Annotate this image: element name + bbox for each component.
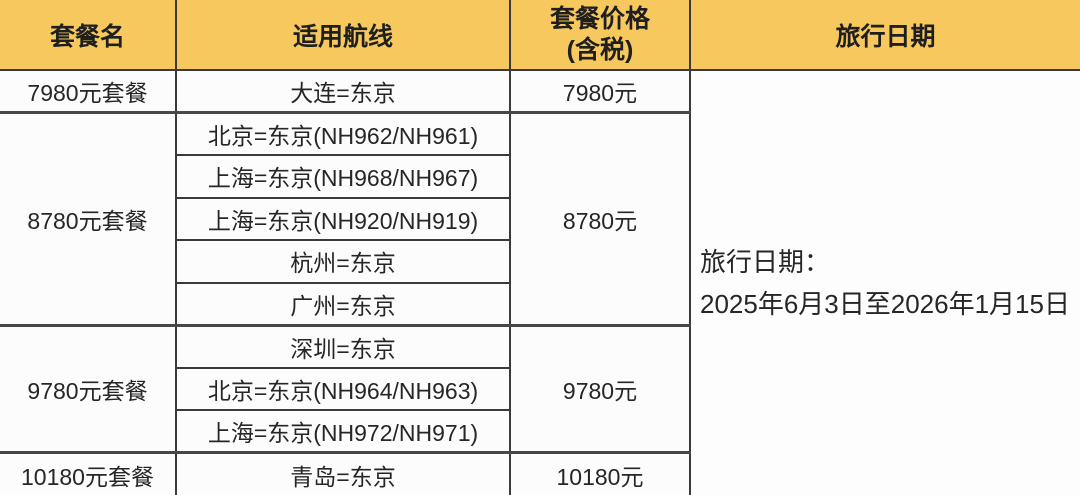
table-row: 上海=东京(NH972/NH971): [0, 409, 1080, 453]
route-cell: 青岛=东京: [176, 451, 511, 495]
route-cell: 上海=东京(NH968/NH967): [176, 154, 511, 198]
table-row: 9780元套餐 深圳=东京 9780元: [0, 323, 1080, 453]
route-cell: 北京=东京(NH964/NH963): [176, 366, 511, 410]
table-row: 北京=东京(NH964/NH963): [0, 366, 1080, 410]
travel-dates-cell: 旅行日期： 2025年6月3日至2026年1月15日: [690, 70, 1080, 495]
route-cell: 上海=东京(NH972/NH971): [176, 409, 511, 453]
price-cell: 8780元: [510, 111, 691, 325]
route-cell: 杭州=东京: [176, 239, 511, 283]
table-header-row: 套餐名 适用航线 套餐价格 (含税) 旅行日期: [0, 0, 1080, 71]
header-applicable-routes: 适用航线: [176, 0, 511, 71]
package-name-cell: 9780元套餐: [0, 323, 177, 453]
table-row: 7980元套餐 大连=东京 7980元 旅行日期： 2025年6月3日至2026…: [0, 70, 1080, 495]
package-name-cell: 7980元套餐: [0, 70, 177, 113]
package-name-cell: 8780元套餐: [0, 111, 177, 325]
route-cell: 大连=东京: [176, 70, 511, 113]
price-cell: 7980元: [510, 70, 691, 113]
table-row: 杭州=东京: [0, 239, 1080, 283]
price-cell: 9780元: [510, 323, 691, 453]
travel-dates-label: 旅行日期：: [700, 247, 831, 277]
route-cell: 深圳=东京: [176, 323, 511, 368]
price-cell: 10180元: [510, 451, 691, 495]
travel-dates-range: 2025年6月3日至2026年1月15日: [700, 289, 1070, 319]
route-cell: 北京=东京(NH962/NH961): [176, 111, 511, 155]
route-cell: 上海=东京(NH920/NH919): [176, 196, 511, 240]
header-package-price: 套餐价格 (含税): [510, 0, 691, 71]
table-row: 8780元套餐 北京=东京(NH962/NH961) 8780元: [0, 111, 1080, 325]
package-name-cell: 10180元套餐: [0, 451, 177, 495]
route-cell: 广州=东京: [176, 281, 511, 325]
table-row: 上海=东京(NH968/NH967): [0, 154, 1080, 198]
header-package-name: 套餐名: [0, 0, 177, 71]
table-row: 上海=东京(NH920/NH919): [0, 196, 1080, 240]
header-price-line2: (含税): [566, 35, 634, 64]
table-row: 10180元套餐 青岛=东京 10180元: [0, 451, 1080, 495]
table-row: 广州=东京: [0, 281, 1080, 325]
header-price-line1: 套餐价格: [549, 4, 650, 33]
header-travel-dates: 旅行日期: [690, 0, 1080, 71]
